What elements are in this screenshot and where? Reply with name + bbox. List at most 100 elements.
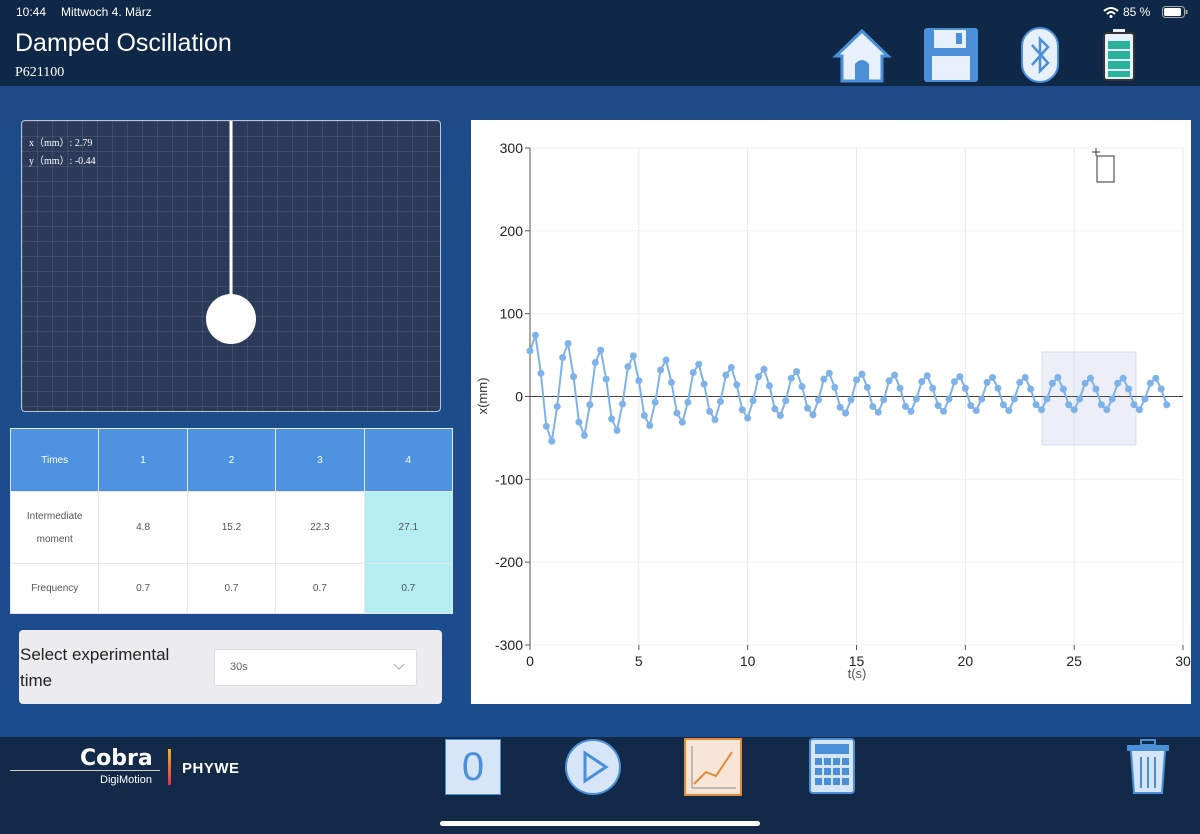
brand-rule xyxy=(10,770,160,771)
y-tick-label: -300 xyxy=(495,637,523,653)
data-point xyxy=(1059,385,1067,393)
data-point xyxy=(684,398,692,406)
app-title: Damped Oscillation xyxy=(15,29,232,57)
x-tick-label: 20 xyxy=(958,653,974,669)
data-point xyxy=(1119,374,1127,382)
data-point xyxy=(1157,385,1165,393)
data-point xyxy=(548,437,556,445)
x-tick-label: 25 xyxy=(1066,653,1082,669)
table-cell: 0.7 xyxy=(186,563,277,614)
data-point xyxy=(531,331,539,339)
data-point xyxy=(711,416,719,424)
data-point xyxy=(1021,373,1029,381)
data-point xyxy=(836,403,844,411)
data-point xyxy=(591,359,599,367)
calculator-button[interactable] xyxy=(809,738,855,794)
table-header: 2 xyxy=(186,428,277,492)
data-point xyxy=(597,346,605,354)
data-point xyxy=(1125,385,1133,393)
data-point xyxy=(738,406,746,414)
home-button[interactable] xyxy=(832,26,892,86)
data-point xyxy=(907,407,915,415)
data-point xyxy=(961,384,969,392)
bluetooth-button[interactable] xyxy=(1020,26,1060,84)
dropdown-value: 30s xyxy=(230,661,248,673)
data-point xyxy=(1016,378,1024,386)
data-point xyxy=(793,368,801,376)
data-point xyxy=(1092,385,1100,393)
data-point xyxy=(1135,406,1143,414)
graph-button[interactable] xyxy=(684,738,742,796)
zoom-selection xyxy=(1041,351,1137,446)
data-point xyxy=(782,397,790,405)
data-point xyxy=(1076,395,1084,403)
data-point xyxy=(863,383,871,391)
table-header-row: Times 1 2 3 4 xyxy=(9,428,454,492)
y-tick-label: 100 xyxy=(500,306,524,322)
data-point xyxy=(1043,395,1051,403)
data-point xyxy=(580,431,588,439)
fullscreen-icon[interactable] xyxy=(1092,148,1115,183)
data-point xyxy=(559,354,567,362)
data-point xyxy=(689,368,697,376)
data-point xyxy=(814,396,822,404)
data-point xyxy=(918,378,926,386)
data-point xyxy=(716,397,724,405)
battery-button[interactable] xyxy=(1101,28,1137,82)
data-point xyxy=(912,395,920,403)
play-button[interactable] xyxy=(564,738,622,796)
data-point xyxy=(760,365,768,373)
table-cell: 0.7 xyxy=(363,563,454,614)
table-cell: 0.7 xyxy=(275,563,365,614)
x-tick-label: 10 xyxy=(740,653,756,669)
battery-percent: 85 % xyxy=(1123,5,1151,19)
data-point xyxy=(891,371,899,379)
data-point xyxy=(869,402,877,410)
data-point xyxy=(771,405,779,413)
y-tick-label: -100 xyxy=(495,471,523,487)
data-point xyxy=(646,421,654,429)
data-point xyxy=(608,415,616,423)
save-button[interactable] xyxy=(922,26,980,84)
data-point xyxy=(1097,401,1105,409)
data-point xyxy=(945,395,953,403)
data-point xyxy=(934,402,942,410)
data-point xyxy=(1146,379,1154,387)
data-point xyxy=(1032,401,1040,409)
table-cell: Intermediate moment xyxy=(9,491,100,564)
data-point xyxy=(1010,395,1018,403)
data-point xyxy=(629,352,637,360)
time-dropdown[interactable]: 30s xyxy=(214,649,417,686)
data-point xyxy=(858,370,866,378)
data-point xyxy=(673,409,681,417)
data-point xyxy=(1038,406,1046,414)
table-row: Intermediate moment 4.8 15.2 22.3 27.1 xyxy=(9,491,454,564)
data-point xyxy=(624,363,632,371)
table-row: Frequency 0.7 0.7 0.7 0.7 xyxy=(9,563,454,614)
data-point xyxy=(1054,373,1062,381)
data-point xyxy=(923,372,931,380)
table-cell: 0.7 xyxy=(98,563,188,614)
data-point xyxy=(896,384,904,392)
table-cell: 4.8 xyxy=(98,491,188,564)
data-point xyxy=(613,426,621,434)
data-point xyxy=(657,366,665,374)
y-tick-label: 200 xyxy=(500,223,524,239)
data-point xyxy=(820,375,828,383)
data-point xyxy=(727,364,735,372)
chart: x(mm) t(s) -300 -200 -100 0 100 200 300 0 5 10 15 2… xyxy=(475,140,1191,681)
data-point xyxy=(1048,379,1056,387)
table-cell: 15.2 xyxy=(186,491,277,564)
data-point xyxy=(575,418,583,426)
data-point xyxy=(776,412,784,420)
data-point xyxy=(874,408,882,416)
data-point xyxy=(635,377,643,385)
table-header: 1 xyxy=(98,428,188,492)
trash-button[interactable] xyxy=(1124,738,1172,796)
zero-button[interactable]: 0 xyxy=(445,739,501,795)
experiment-code: P621100 xyxy=(15,65,65,80)
table-cell: 27.1 xyxy=(363,491,454,564)
time-selector-panel: Select experimental time 30s xyxy=(19,630,442,704)
data-point xyxy=(994,384,1002,392)
company-name: PHYWE xyxy=(182,760,240,777)
